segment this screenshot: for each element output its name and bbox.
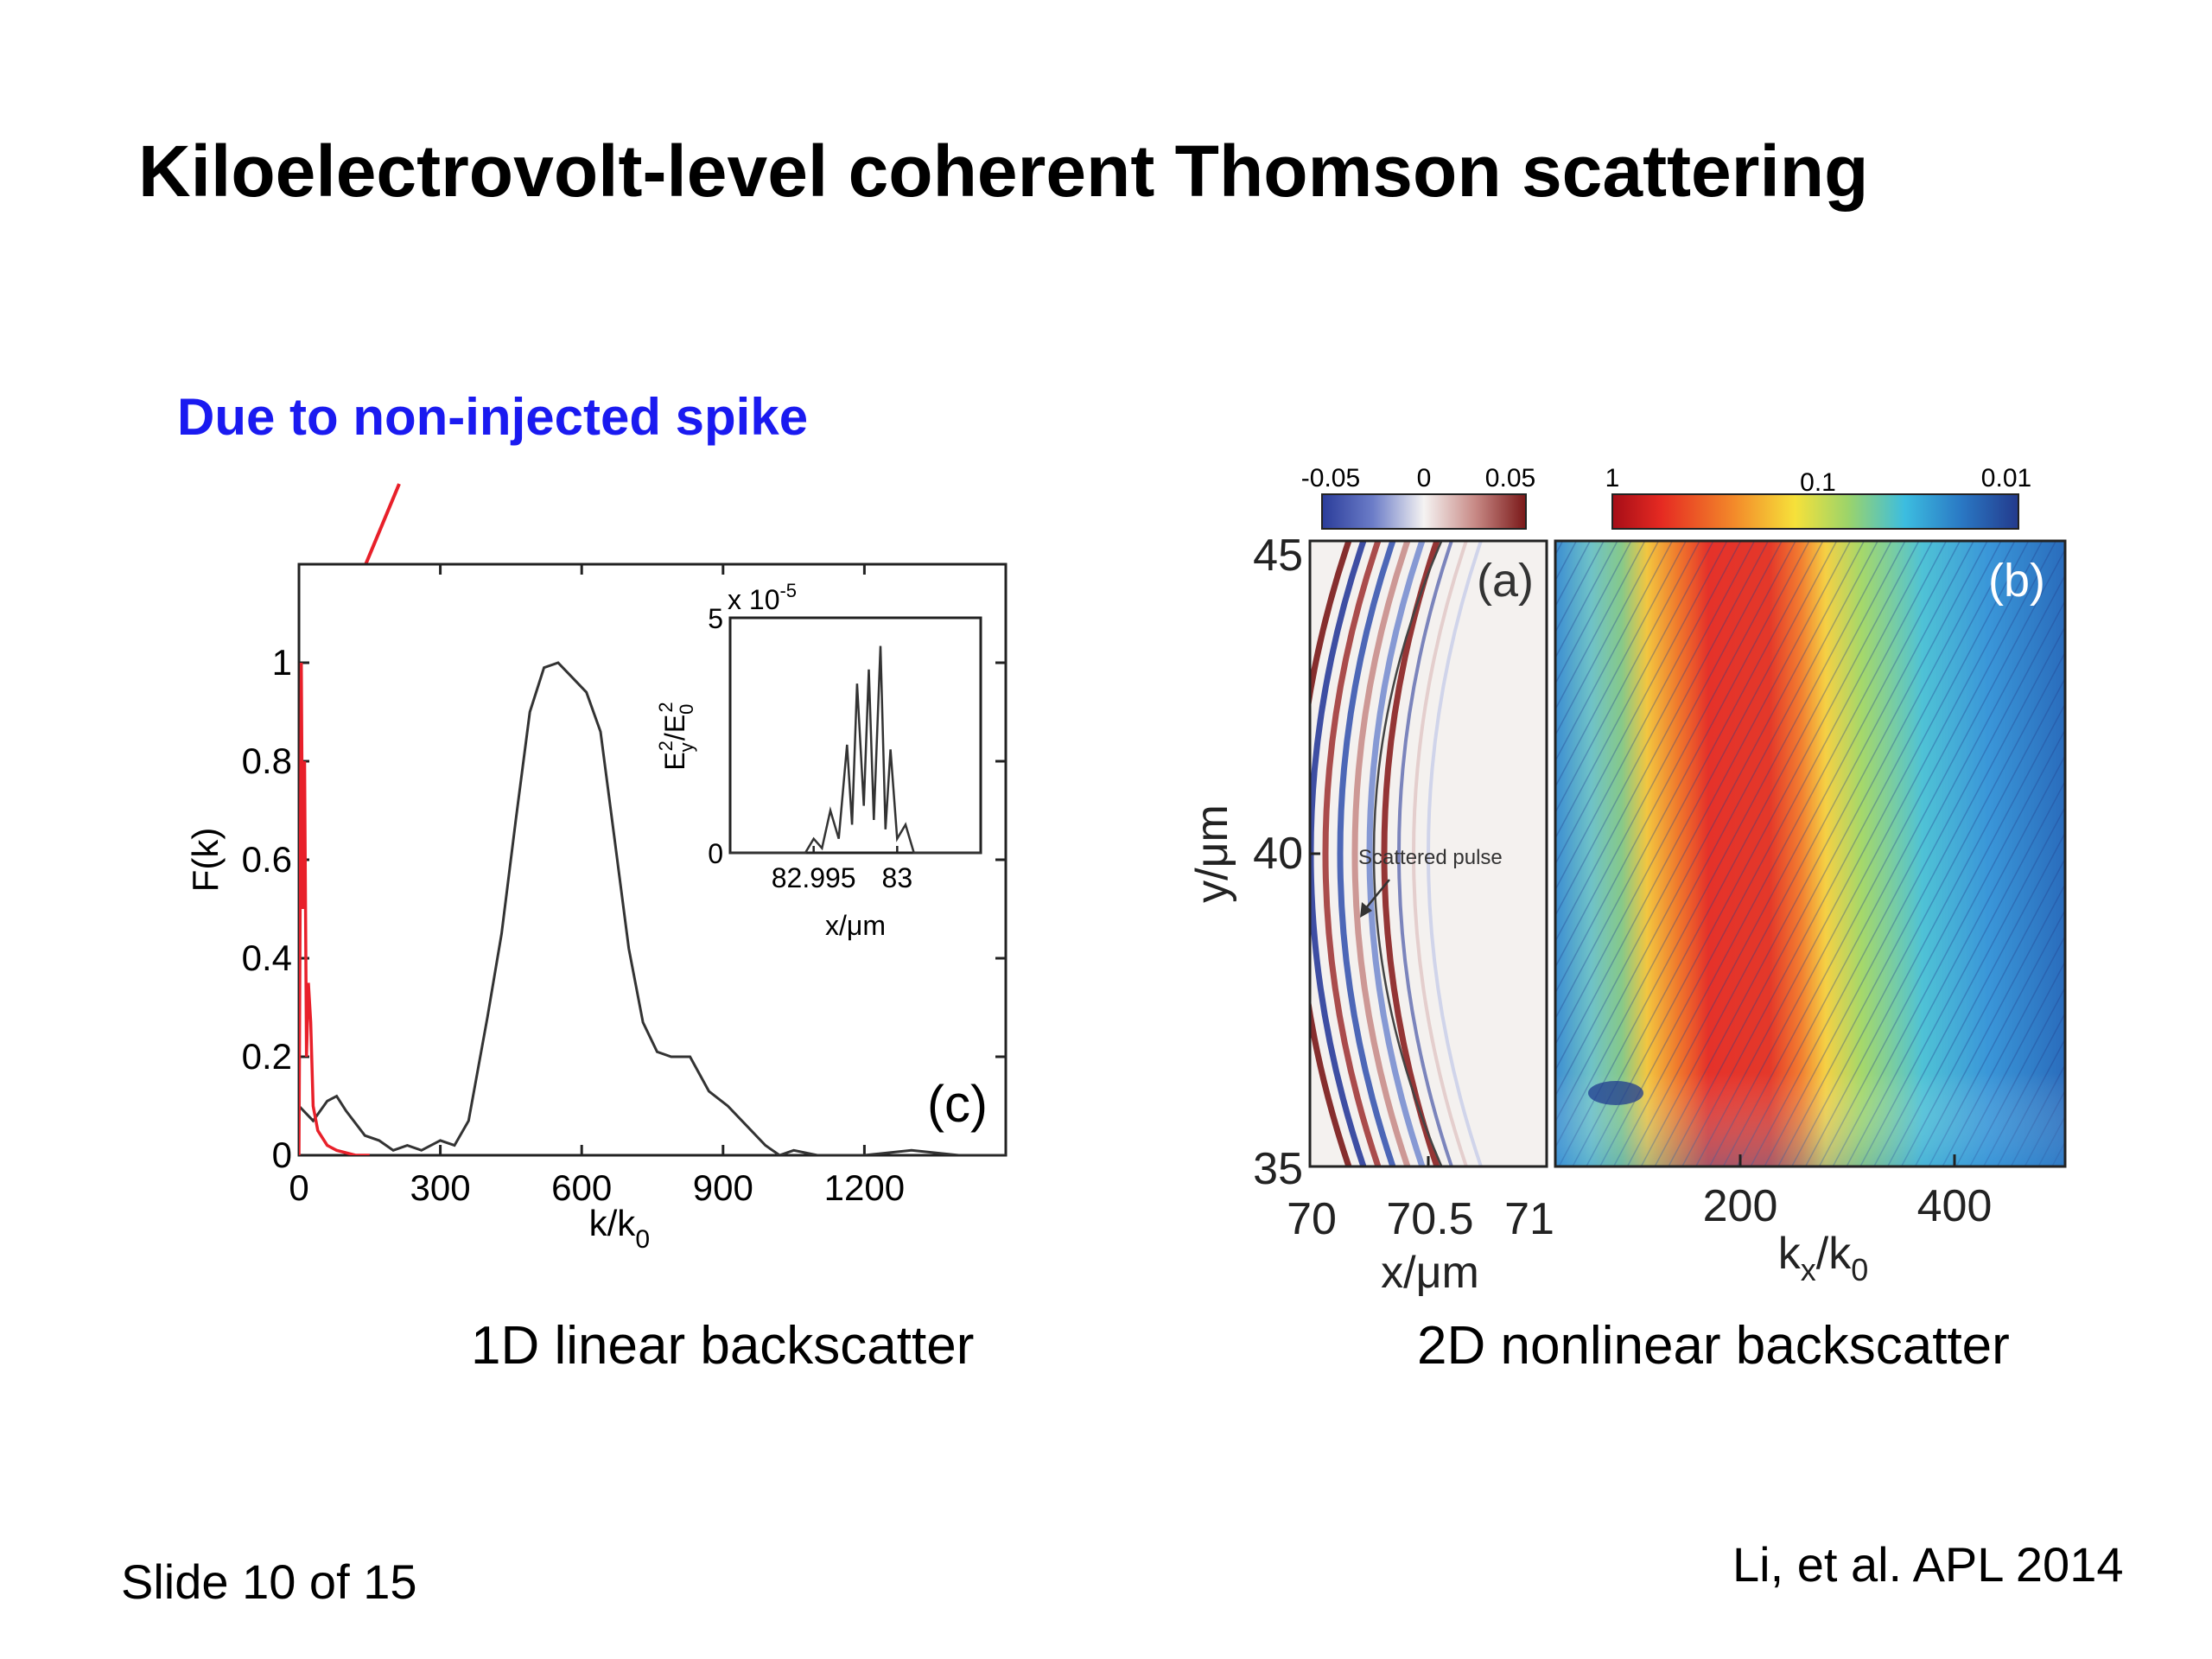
inset-xtick-label: 83 [882,862,913,893]
panel-b-label: (b) [1988,555,2045,607]
chart-c-ytick-label: 0 [272,1135,292,1175]
wavefront-arc [1397,541,1454,1166]
inset-xtick-label: 82.995 [772,862,856,893]
chart-c-xtick-label: 900 [693,1167,753,1208]
chart-c-xtick-label: 600 [551,1167,612,1208]
panel-a-ytick: 35 [1253,1144,1303,1194]
panel-a-xtick: 71 [1504,1194,1554,1244]
colorbar-a [1321,493,1527,530]
chart-c-ytick-label: 0.4 [242,938,292,978]
panel-a-label: (a) [1477,555,1534,607]
panel-b-xtick: 400 [1917,1181,1993,1231]
spectrum-map-panel: 1 0.1 0.01 (b) 200 400 kx/k0 [1554,464,2067,1287]
panel-a-xtick: 70.5 [1386,1194,1473,1244]
spike-series-line [299,662,370,1155]
panel-a-ytick: 45 [1253,531,1303,581]
scattered-pulse-arc [1372,541,1443,1166]
chart-c-xtick-label: 0 [289,1167,308,1208]
wavefront-arc [1337,541,1396,1166]
inset-exponent: x 10-5 [728,580,797,615]
slide-counter: Slide 10 of 15 [121,1554,417,1609]
caption-2d: 2D nonlinear backscatter [1417,1316,2010,1376]
wavefront-arc [1366,541,1426,1166]
inset-xlabel: x/μm [825,910,886,941]
inset-ytick-label: 0 [708,838,723,869]
chart-c-xtick-label: 300 [410,1167,471,1208]
chart-c-ylabel: F(k) [185,828,226,893]
wavefront-arc [1427,541,1484,1166]
chart-c-ytick-label: 0.6 [242,839,292,880]
wavefront-arc [1310,541,1352,1166]
scattered-pulse-arrow [1360,879,1390,918]
colorbar-a-tick: -0.05 [1301,464,1360,493]
chart-c-ytick-label: 1 [272,642,292,683]
wavefront-arc [1381,541,1440,1166]
colorbar-b-tick: 1 [1605,464,1620,493]
slide-title: Kiloelectrovolt-level coherent Thomson s… [138,130,1869,212]
chart-c-frame [297,563,1007,1157]
colorbar-b-tick: 0.1 [1800,468,1836,497]
inset-ytick-label: 5 [708,603,723,634]
panel-a-xtick: 70 [1287,1194,1337,1244]
panel-b-xtick: 200 [1703,1181,1778,1231]
chart-c-xtick-label: 1200 [824,1167,905,1208]
colorbar-a-tick: 0.05 [1485,464,1535,493]
spectrum-chart: 0 300 600 900 1200 0 0.2 0.4 0.6 0.8 1 (c) k/k0 F(… [185,563,1007,1254]
chart-c-ytick-label: 0.2 [242,1036,292,1077]
colorbar-b [1611,493,2019,530]
inset-chart: 82.995 83 0 5 x 10-5 x/μm Ey2/E02 [655,580,982,941]
colorbar-b-tick: 0.01 [1981,464,2031,493]
spike-annotation: Due to non-injected spike [177,388,809,446]
wavefront-arc [1412,541,1469,1166]
inset-ylabel: Ey2/E02 [655,702,697,770]
panel-a-ytick: 40 [1253,829,1303,879]
panel-a-xlabel: x/μm [1381,1248,1479,1298]
field-map-panel: -0.05 0 0.05 (a) Scattered pulse 70 70.5… [1187,464,1554,1298]
spectrum-series-line [299,661,1006,1155]
panel-a-ylabel: y/μm [1187,804,1237,903]
scattered-pulse-label: Scattered pulse [1358,846,1503,869]
panel-b-frame [1554,539,2067,1168]
caption-1d: 1D linear backscatter [471,1316,975,1376]
citation: Li, et al. APL 2014 [1732,1537,2124,1592]
panel-b-xlabel: kx/k0 [1778,1229,1868,1287]
inset-series-line [730,645,981,855]
chart-c-ytick-label: 0.8 [242,741,292,781]
wavefront-arc [1351,541,1411,1166]
wavefront-arc [1322,541,1382,1166]
chart-c-xlabel: k/k0 [589,1203,650,1254]
chart-c-panel-label: (c) [927,1075,988,1133]
colorbar-a-tick: 0 [1417,464,1432,493]
panel-b-blob [1588,1081,1643,1105]
